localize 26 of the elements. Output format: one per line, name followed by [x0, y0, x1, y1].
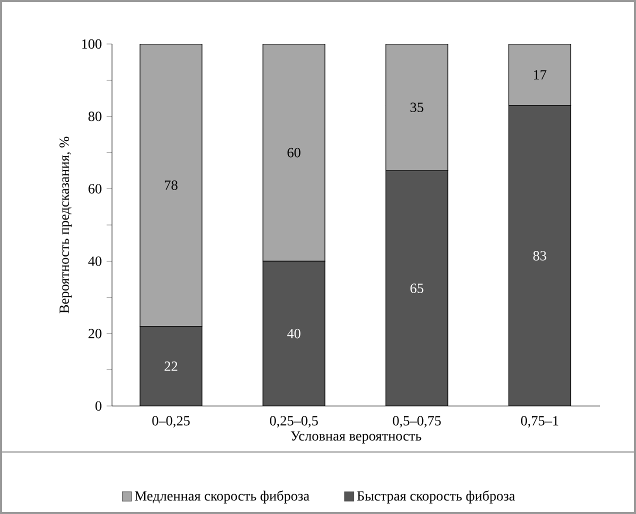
data-label: 78: [164, 180, 178, 190]
y-tick-label: 0: [95, 401, 102, 411]
bar: [262, 44, 326, 262]
data-label: 60: [288, 148, 300, 158]
bar: [508, 44, 572, 106]
data-label: 17: [534, 70, 546, 80]
data-label: 22: [164, 362, 178, 371]
data-label: 35: [410, 102, 424, 112]
x-tick-label: 0,75–1: [521, 416, 558, 428]
x-axis-title: Условная вероятность: [290, 431, 422, 444]
legend-label: Быстрая скорость фиброза: [357, 490, 515, 504]
x-tick-label: 0,25–0,5: [270, 416, 318, 428]
x-tick-label: 0,5–0,75: [392, 416, 441, 428]
y-tick-label: 100: [82, 39, 102, 49]
y-tick-label: 20: [88, 328, 102, 338]
y-axis-title: Вероятность предсказания, %: [60, 136, 72, 314]
bar: [386, 44, 448, 172]
bar: [140, 44, 202, 327]
data-label: 65: [410, 284, 424, 294]
y-tick-label: 60: [88, 184, 102, 194]
data-label: 40: [287, 328, 300, 338]
x-tick-label: 0–0,25: [152, 416, 190, 428]
y-tick-label: 40: [88, 256, 102, 266]
y-tick-label: 80: [88, 112, 102, 122]
legend-label: Медленная скорость фиброза: [134, 490, 310, 504]
data-label: 83: [533, 251, 546, 260]
